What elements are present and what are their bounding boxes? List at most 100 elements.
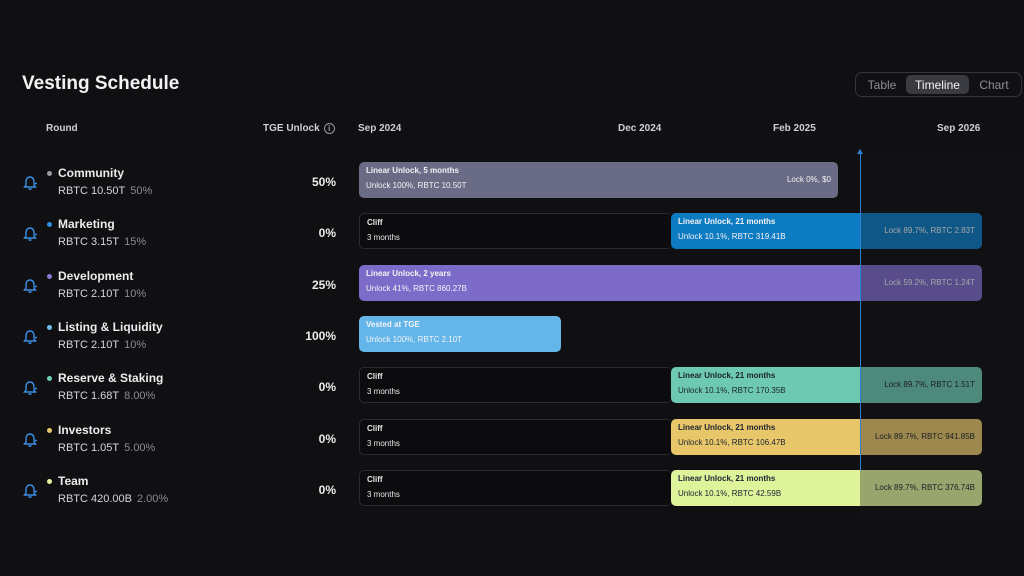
bar-lock-info: Lock 89.7%, RBTC 376.74B xyxy=(874,483,975,492)
round-amount: RBTC 1.68T 8.00% xyxy=(58,390,155,402)
round-share-pct: 2.00% xyxy=(136,493,169,505)
bar-detail: Unlock 10.1%, RBTC 319.41B xyxy=(678,232,786,241)
round-name: Development xyxy=(58,269,134,283)
round-amount-value: RBTC 420.00B xyxy=(58,493,132,505)
bar-title: Cliff xyxy=(367,372,383,381)
bar-detail: 3 months xyxy=(367,439,400,448)
bell-icon[interactable] xyxy=(22,432,38,448)
round-amount-value: RBTC 1.05T xyxy=(58,442,120,454)
tge-unlock-value: 50% xyxy=(311,175,336,189)
bar-detail: Unlock 100%, RBTC 2.10T xyxy=(366,335,463,344)
round-amount: RBTC 3.15T 15% xyxy=(58,236,146,248)
linear-unlock-bar[interactable]: Linear Unlock, 21 months Unlock 10.1%, R… xyxy=(671,213,982,249)
vested-at-tge-bar[interactable]: Vested at TGE Unlock 100%, RBTC 2.10T xyxy=(359,316,561,352)
bar-detail: Unlock 10.1%, RBTC 106.47B xyxy=(678,438,786,447)
round-share-pct: 15% xyxy=(124,236,147,248)
round-amount: RBTC 10.50T 50% xyxy=(58,185,152,197)
round-amount: RBTC 2.10T 10% xyxy=(58,339,146,351)
round-name: Listing & Liquidity xyxy=(58,320,163,334)
bar-lock-info: Lock 89.7%, RBTC 941.85B xyxy=(874,432,975,441)
round-color-dot xyxy=(47,171,52,176)
bar-title: Cliff xyxy=(367,475,383,484)
round-color-dot xyxy=(47,274,52,279)
bell-icon[interactable] xyxy=(22,483,38,499)
linear-unlock-bar[interactable]: Linear Unlock, 21 months Unlock 10.1%, R… xyxy=(671,470,982,506)
round-share-pct: 8.00% xyxy=(124,390,156,402)
vesting-row-listing-liquidity: Listing & Liquidity RBTC 2.10T 10% 100% V… xyxy=(0,316,1024,367)
view-toggle: Table Timeline Chart xyxy=(855,72,1022,97)
vesting-row-team: Team RBTC 420.00B 2.00% 0% Cliff 3 months… xyxy=(0,470,1024,521)
tge-unlock-value: 0% xyxy=(318,432,336,446)
column-header-round: Round xyxy=(46,123,78,134)
vesting-row-marketing: Marketing RBTC 3.15T 15% 0% Cliff 3 month… xyxy=(0,213,1024,264)
bell-icon[interactable] xyxy=(22,380,38,396)
linear-unlock-bar[interactable]: Linear Unlock, 5 months Unlock 100%, RBT… xyxy=(359,162,838,198)
round-share-pct: 50% xyxy=(130,185,153,197)
bar-detail: Unlock 10.1%, RBTC 170.35B xyxy=(678,386,786,395)
cliff-bar[interactable]: Cliff 3 months xyxy=(359,367,672,403)
cliff-bar[interactable]: Cliff 3 months xyxy=(359,470,672,506)
bar-title: Linear Unlock, 21 months xyxy=(678,217,776,226)
bar-detail: 3 months xyxy=(367,387,400,396)
bell-icon[interactable] xyxy=(22,226,38,242)
bell-icon[interactable] xyxy=(22,278,38,294)
linear-unlock-bar[interactable]: Linear Unlock, 21 months Unlock 10.1%, R… xyxy=(671,367,982,403)
round-name: Investors xyxy=(58,423,112,437)
round-share-pct: 10% xyxy=(124,288,147,300)
bar-lock-info: Lock 89.7%, RBTC 2.83T xyxy=(884,226,975,235)
tge-unlock-value: 0% xyxy=(318,483,336,497)
bar-title: Linear Unlock, 21 months xyxy=(678,474,776,483)
timeline-date-label: Sep 2026 xyxy=(937,123,981,134)
timeline-date-label: Feb 2025 xyxy=(773,123,816,134)
vesting-row-reserve-staking: Reserve & Staking RBTC 1.68T 8.00% 0% Cli… xyxy=(0,367,1024,418)
linear-unlock-bar[interactable]: Linear Unlock, 21 months Unlock 10.1%, R… xyxy=(671,419,982,455)
round-name: Community xyxy=(58,166,124,180)
bar-title: Cliff xyxy=(367,424,383,433)
tge-unlock-value: 25% xyxy=(311,278,336,292)
round-amount-value: RBTC 10.50T xyxy=(58,185,126,197)
current-time-marker xyxy=(860,150,861,470)
bell-icon[interactable] xyxy=(22,175,38,191)
linear-unlock-bar[interactable]: Linear Unlock, 2 years Unlock 41%, RBTC … xyxy=(359,265,982,301)
cliff-bar[interactable]: Cliff 3 months xyxy=(359,213,672,249)
round-color-dot xyxy=(47,479,52,484)
round-amount-value: RBTC 2.10T xyxy=(58,339,120,351)
bar-detail: 3 months xyxy=(367,233,400,242)
page-title: Vesting Schedule xyxy=(22,73,180,94)
bar-title: Linear Unlock, 21 months xyxy=(678,371,776,380)
tab-chart[interactable]: Chart xyxy=(979,77,1009,92)
tab-table[interactable]: Table xyxy=(867,77,897,92)
vesting-row-development: Development RBTC 2.10T 10% 25% Linear Unl… xyxy=(0,265,1024,316)
bar-detail: Unlock 100%, RBTC 10.50T xyxy=(366,181,467,190)
tge-unlock-label: TGE Unlock xyxy=(263,123,320,134)
round-amount: RBTC 420.00B 2.00% xyxy=(58,493,168,505)
bar-title: Vested at TGE xyxy=(366,320,420,329)
column-header-tge-unlock: TGE Unlock i xyxy=(263,123,335,134)
tge-unlock-value: 100% xyxy=(305,329,336,343)
round-amount-value: RBTC 2.10T xyxy=(58,288,120,300)
bar-detail: 3 months xyxy=(367,490,400,499)
info-icon[interactable]: i xyxy=(323,123,335,134)
bar-title: Linear Unlock, 5 months xyxy=(366,166,459,175)
round-amount: RBTC 2.10T 10% xyxy=(58,288,146,300)
round-color-dot xyxy=(47,325,52,330)
bar-lock-info: Lock 89.7%, RBTC 1.51T xyxy=(884,380,975,389)
round-color-dot xyxy=(47,222,52,227)
vesting-row-community: Community RBTC 10.50T 50% 50% Linear Unlo… xyxy=(0,162,1024,213)
round-share-pct: 5.00% xyxy=(124,442,156,454)
cliff-bar[interactable]: Cliff 3 months xyxy=(359,419,672,455)
bar-title: Linear Unlock, 21 months xyxy=(678,423,776,432)
timeline-date-label: Sep 2024 xyxy=(358,123,402,134)
bar-lock-info: Lock 0%, $0 xyxy=(786,175,831,184)
bell-icon[interactable] xyxy=(22,329,38,345)
round-amount: RBTC 1.05T 5.00% xyxy=(58,442,155,454)
round-name: Team xyxy=(58,474,89,488)
bar-title: Linear Unlock, 2 years xyxy=(366,269,451,278)
bar-title: Cliff xyxy=(367,218,383,227)
bar-detail: Unlock 10.1%, RBTC 42.59B xyxy=(678,489,782,498)
timeline-date-label: Dec 2024 xyxy=(618,123,662,134)
round-color-dot xyxy=(47,376,52,381)
tab-timeline[interactable]: Timeline xyxy=(906,75,969,94)
round-share-pct: 10% xyxy=(124,339,147,351)
